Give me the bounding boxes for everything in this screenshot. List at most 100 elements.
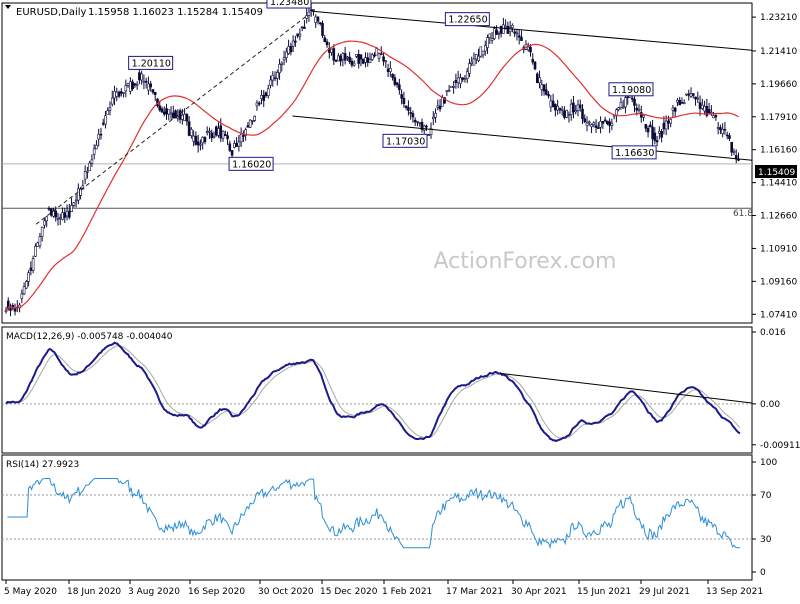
candle-body (470, 61, 474, 64)
candle-body (323, 37, 327, 43)
candle-body (318, 22, 322, 24)
candle-body (54, 210, 58, 218)
candle-body (662, 122, 666, 130)
candle-body (153, 91, 157, 95)
price-annotation-label: 1.23480 (270, 0, 309, 8)
candle-body (151, 89, 155, 93)
price-panel: EURUSD,Daily 1.15958 1.16023 1.15284 1.1… (1, 0, 797, 324)
candle-body (4, 310, 8, 313)
candle-body (242, 135, 245, 137)
lower-channel-line (292, 115, 753, 161)
candle-body (565, 109, 568, 118)
x-tick-label: 17 Mar 2021 (446, 587, 503, 597)
candle-body (255, 102, 259, 107)
candle-body (413, 119, 417, 123)
x-axis: 5 May 2020 18 Jun 2020 3 Aug 2020 16 Sep 20… (4, 580, 763, 597)
macd-line (5, 341, 741, 443)
candle-body (393, 77, 397, 85)
candle-body (506, 25, 510, 34)
price-annotation-box (266, 0, 312, 9)
candle-body (282, 57, 286, 61)
candle-body (257, 102, 261, 105)
candle-body (165, 108, 168, 115)
candle-body (226, 135, 229, 140)
candle-body (619, 101, 623, 108)
candle-body (237, 141, 241, 147)
x-tick-label: 30 Apr 2021 (511, 587, 567, 597)
candle-body (341, 53, 345, 60)
candle-body (101, 122, 105, 125)
x-tick-label: 1 Feb 2021 (382, 587, 432, 597)
candle-body (569, 103, 573, 115)
candle-body (34, 246, 37, 257)
price-tick-label: 1.21410 (760, 47, 797, 57)
candle-body (361, 58, 365, 64)
macd-tick-label: -0.009116 (760, 441, 800, 451)
candle-body (495, 29, 498, 35)
candle-body (653, 132, 657, 141)
candle-body (615, 109, 618, 116)
x-tick-label: 3 Aug 2020 (128, 587, 180, 597)
candle-body (221, 131, 225, 139)
price-annotation-label: 1.19080 (612, 85, 651, 96)
price-annotation-box (608, 82, 654, 97)
candle-body (533, 61, 537, 70)
candle-body (563, 110, 566, 118)
macd-tick-label: 0.00 (760, 400, 780, 410)
candle-body (644, 124, 648, 129)
candle-body (287, 46, 290, 54)
candle-body (6, 300, 10, 310)
candle-body (703, 105, 706, 112)
price-tick-label: 1.09160 (760, 277, 797, 287)
candle-body (9, 308, 12, 311)
candle-body (411, 113, 415, 118)
candle-body (481, 50, 485, 56)
candle-body (554, 104, 557, 111)
candle-body (603, 119, 607, 122)
candle-body (499, 25, 503, 34)
candle-body (244, 129, 247, 136)
candle-body (296, 33, 299, 37)
candle-body (712, 115, 715, 119)
rsi-label: RSI(14) 27.9923 (6, 460, 79, 470)
candle-body (248, 119, 252, 128)
candle-body (535, 73, 539, 84)
x-tick-label: 15 Jun 2021 (577, 587, 631, 597)
candle-body (176, 116, 180, 119)
candle-body (696, 97, 700, 100)
candle-body (633, 98, 636, 106)
candle-body (285, 51, 288, 58)
candle-body (389, 68, 392, 72)
candle-body (332, 48, 336, 61)
candle-body (43, 220, 46, 226)
candle-body (513, 31, 516, 34)
candle-body (97, 133, 100, 140)
candle-body (382, 56, 385, 62)
candle-body (698, 102, 702, 109)
candle-body (425, 125, 428, 128)
macd-panel-frame (1, 326, 753, 454)
candle-body (409, 112, 412, 114)
candle-body (212, 136, 216, 139)
macd-panel: MACD(12,26,9) -0.005748 -0.004040 0.0160… (1, 326, 800, 454)
price-tick-label: 1.23210 (760, 13, 797, 23)
candle-body (104, 115, 107, 125)
candle-body (291, 40, 295, 47)
candle-body (716, 127, 720, 129)
candle-body (610, 122, 614, 126)
candle-body (635, 107, 639, 111)
candle-body (266, 88, 270, 96)
candle-body (314, 16, 318, 23)
candle-body (343, 53, 347, 61)
price-annotation-box (611, 145, 657, 160)
macd-lines (5, 341, 753, 443)
candle-body (549, 100, 553, 108)
rsi-tick-label: 0 (760, 568, 766, 578)
candle-body (434, 113, 437, 118)
candle-body (183, 113, 186, 122)
candle-body (160, 108, 164, 113)
candle-body (621, 106, 625, 109)
candle-body (357, 54, 360, 64)
